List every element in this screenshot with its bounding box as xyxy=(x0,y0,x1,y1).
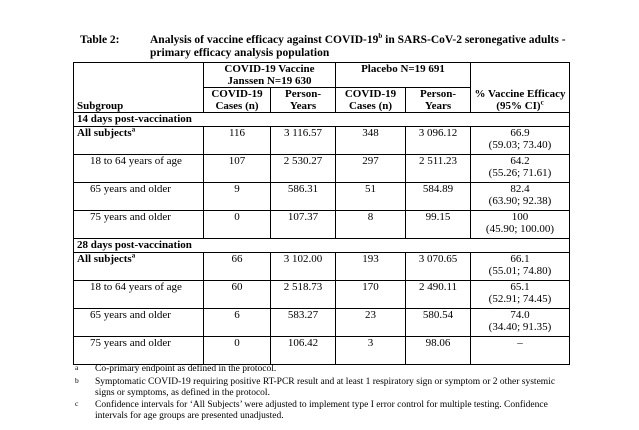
ve-ci: (59.03; 73.40) xyxy=(488,139,552,151)
vaccine-person-years: 586.31 xyxy=(270,182,336,211)
vaccine-efficacy: 64.2 (55.26; 71.61) xyxy=(470,154,570,183)
vaccine-cases: 60 xyxy=(203,280,271,309)
table-row: All subjectsa 116 3 116.57 348 3 096.12 66.9(… xyxy=(73,125,570,155)
vaccine-efficacy: – xyxy=(470,336,570,365)
vaccine-person-years: 2 530.27 xyxy=(270,154,336,183)
ve-value: 66.9 xyxy=(510,127,530,139)
table-row: 75 years and older 0 106.42 3 98.06 – xyxy=(73,336,570,365)
subgroup-cell: 75 years and older xyxy=(73,210,204,239)
ve-ci: (55.01; 74.80) xyxy=(488,265,552,277)
placebo-cases: 8 xyxy=(335,210,406,239)
vaccine-cases-header: COVID-19 Cases (n) xyxy=(203,87,271,113)
vaccine-cases: 66 xyxy=(203,252,271,281)
placebo-person-years: 2 490.11 xyxy=(405,280,471,309)
subgroup-cell: 18 to 64 years of age xyxy=(73,280,204,309)
vaccine-cases: 0 xyxy=(203,210,271,239)
vaccine-cases: 107 xyxy=(203,154,271,183)
placebo-cases: 193 xyxy=(335,252,406,281)
subgroup-cell: 18 to 64 years of age xyxy=(73,154,204,183)
vaccine-cases: 116 xyxy=(203,126,271,155)
vaccine-person-years: 2 518.73 xyxy=(270,280,336,309)
vaccine-person-years: 107.37 xyxy=(270,210,336,239)
placebo-cases: 348 xyxy=(335,126,406,155)
placebo-person-years: 98.06 xyxy=(405,336,471,365)
placebo-cases: 297 xyxy=(335,154,406,183)
section-header: 14 days post-vaccination xyxy=(73,112,570,127)
caption-text: Analysis of vaccine efficacy against COV… xyxy=(150,34,379,46)
vaccine-py-header: Person-Years xyxy=(270,87,336,113)
ve-ci: (63.90; 92.38) xyxy=(488,195,552,207)
placebo-cases: 23 xyxy=(335,308,406,337)
placebo-py-header: Person-Years xyxy=(405,87,471,113)
ve-ci: (55.26; 71.61) xyxy=(488,167,552,179)
table-row: 18 to 64 years of age 60 2 518.73 170 2 490.… xyxy=(73,280,570,309)
vaccine-efficacy: 65.1 (52.91; 74.45) xyxy=(470,280,570,309)
placebo-person-years: 3 070.65 xyxy=(405,252,471,281)
footnote-mark: b xyxy=(75,376,79,385)
placebo-group-header: Placebo N=19 691 xyxy=(335,62,471,88)
vaccine-person-years: 3 116.57 xyxy=(270,126,336,155)
ve-ci: (45.90; 100.00) xyxy=(485,223,555,235)
placebo-cases: 51 xyxy=(335,182,406,211)
table-row: 65 years and older 9 586.31 51 584.89 82.4 (63… xyxy=(73,182,570,211)
table-row: 65 years and older 6 583.27 23 580.54 74.0 (34… xyxy=(73,308,570,337)
placebo-cases-header: COVID-19 Cases (n) xyxy=(335,87,406,113)
footnote-text: Confidence intervals for ‘All Subjects’ … xyxy=(95,400,548,421)
vaccine-person-years: 583.27 xyxy=(270,308,336,337)
placebo-person-years: 584.89 xyxy=(405,182,471,211)
table-caption: Analysis of vaccine efficacy against COV… xyxy=(150,32,590,60)
placebo-person-years: 2 511.23 xyxy=(405,154,471,183)
subgroup-cell: All subjectsa xyxy=(73,251,204,281)
caption-text-2: in SARS-CoV-2 seronegative adults - prim… xyxy=(150,34,566,59)
placebo-cases: 3 xyxy=(335,336,406,365)
ve-value: 82.4 xyxy=(510,183,530,195)
vaccine-efficacy: 100 (45.90; 100.00) xyxy=(470,210,570,239)
footnote-text: Symptomatic COVID-19 requiring positive … xyxy=(95,377,556,398)
footnote-mark: c xyxy=(75,399,79,408)
subgroup-cell: 65 years and older xyxy=(73,182,204,211)
placebo-person-years: 99.15 xyxy=(405,210,471,239)
ve-header-text: % Vaccine Efficacy (95% CI) xyxy=(474,88,566,112)
subgroup-cell: 65 years and older xyxy=(73,308,204,337)
subgroup-text: All subjects xyxy=(77,253,132,265)
efficacy-table: COVID-19 Vaccine Janssen N=19 630 Placeb… xyxy=(73,62,570,365)
ve-header: % Vaccine Efficacy (95% CI)c xyxy=(470,62,570,113)
subgroup-cell: 75 years and older xyxy=(73,336,204,365)
ve-value: 100 xyxy=(511,211,529,223)
ve-header-sup: c xyxy=(540,98,544,107)
vaccine-person-years: 106.42 xyxy=(270,336,336,365)
ve-ci: (52.91; 74.45) xyxy=(488,293,552,305)
ve-value: 66.1 xyxy=(510,253,530,265)
caption-sup: b xyxy=(378,32,383,41)
ve-ci: (34.40; 91.35) xyxy=(488,321,552,333)
vaccine-group-header: COVID-19 Vaccine Janssen N=19 630 xyxy=(203,62,336,88)
ve-value: 65.1 xyxy=(510,281,530,293)
vaccine-efficacy: 74.0 (34.40; 91.35) xyxy=(470,308,570,337)
placebo-person-years: 3 096.12 xyxy=(405,126,471,155)
vaccine-cases: 9 xyxy=(203,182,271,211)
table-row: 75 years and older 0 107.37 8 99.15 100 (45.90… xyxy=(73,210,570,239)
vaccine-efficacy: 66.9 (59.03; 73.40) xyxy=(470,126,570,155)
footnote-mark: a xyxy=(75,363,79,372)
table-row: All subjectsa 66 3 102.00 193 3 070.65 66.1 (5… xyxy=(73,251,570,281)
subgroup-sup: a xyxy=(131,125,136,134)
subgroup-sup: a xyxy=(131,251,136,260)
ve-value: 74.0 xyxy=(510,309,530,321)
subgroup-cell: All subjectsa xyxy=(73,125,204,155)
placebo-person-years: 580.54 xyxy=(405,308,471,337)
vaccine-efficacy: 82.4 (63.90; 92.38) xyxy=(470,182,570,211)
placebo-cases: 170 xyxy=(335,280,406,309)
ve-value: – xyxy=(517,337,523,349)
ve-value: 64.2 xyxy=(510,155,530,167)
vaccine-cases: 6 xyxy=(203,308,271,337)
table-label: Table 2: xyxy=(80,34,120,46)
table-row: 18 to 64 years of age 107 2 530.27 297 2 511… xyxy=(73,154,570,183)
vaccine-cases: 0 xyxy=(203,336,271,365)
vaccine-person-years: 3 102.00 xyxy=(270,252,336,281)
subgroup-text: All subjects xyxy=(77,127,132,139)
vaccine-efficacy: 66.1 (55.01; 74.80) xyxy=(470,252,570,281)
section-header: 28 days post-vaccination xyxy=(73,238,570,253)
subgroup-header: Subgroup xyxy=(73,87,204,113)
footnote-text: Co-primary endpoint as defined in the pr… xyxy=(95,364,277,374)
